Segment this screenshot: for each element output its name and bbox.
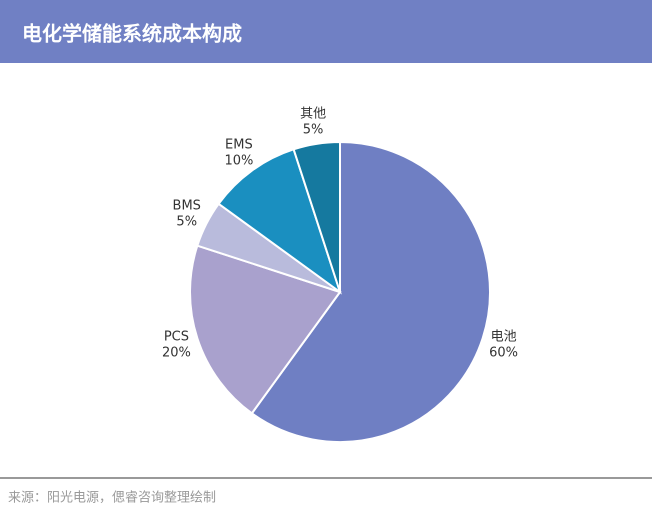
slice-value-label: 20% <box>162 346 191 361</box>
slice-value-label: 60% <box>489 346 518 361</box>
pie-slice <box>217 148 342 295</box>
header-bar <box>0 0 652 63</box>
slice-value-label: 5% <box>176 214 197 229</box>
pie-slice <box>189 244 342 415</box>
slice-name: BMS <box>173 198 201 213</box>
slice-value-label: 10% <box>224 153 253 168</box>
slice-name: 电池 <box>491 330 517 345</box>
pie-slice <box>292 140 341 293</box>
source: 来源：阳光电源，偲睿咨询整理绘制 <box>8 491 216 506</box>
slice-name: 其他 <box>300 107 326 122</box>
slice-value-label: 5% <box>303 123 324 138</box>
chart-title: 电化学储能系统成本构成 <box>22 22 242 46</box>
pie-slice <box>250 140 491 443</box>
slice-name: PCS <box>164 330 189 345</box>
slice-name: EMS <box>225 137 253 152</box>
